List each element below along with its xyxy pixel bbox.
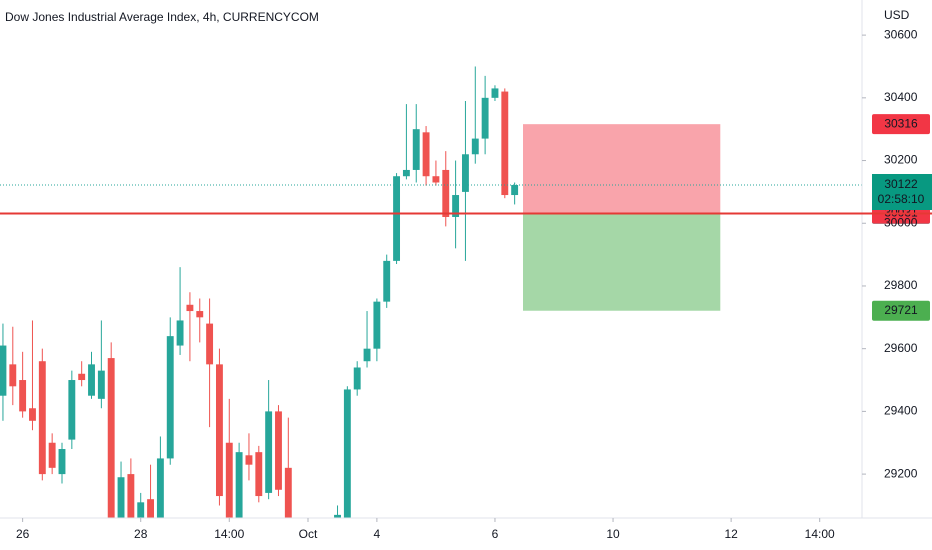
target-label-box bbox=[872, 300, 930, 321]
y-tick-label: 29400 bbox=[884, 404, 918, 418]
candle-body bbox=[88, 364, 95, 396]
x-tick-label: 12 bbox=[724, 527, 738, 541]
candle-body bbox=[137, 502, 145, 518]
candle-body bbox=[156, 458, 164, 518]
candle-body bbox=[481, 97, 489, 139]
candle-body bbox=[97, 370, 105, 399]
candle-body bbox=[68, 380, 76, 440]
x-tick-label: Oct bbox=[299, 527, 318, 541]
x-tick-label: 26 bbox=[16, 527, 30, 541]
candle-body bbox=[491, 88, 499, 98]
candle-body bbox=[0, 345, 7, 396]
candle-body bbox=[334, 514, 341, 518]
candle-body bbox=[393, 176, 401, 261]
candle-body bbox=[78, 373, 86, 381]
candle-body bbox=[363, 348, 371, 362]
y-tick-label: 30600 bbox=[884, 27, 918, 41]
candle-body bbox=[343, 389, 351, 518]
last-price-label: 30122 bbox=[884, 177, 918, 191]
candle-body bbox=[275, 411, 282, 490]
x-tick-label: 14:00 bbox=[214, 527, 244, 541]
candle-body bbox=[225, 442, 233, 518]
x-tick-label: 14:00 bbox=[805, 527, 835, 541]
candle-body bbox=[19, 380, 27, 412]
stop-label-box bbox=[872, 114, 930, 135]
candle-body bbox=[58, 449, 66, 475]
candle-body bbox=[402, 169, 410, 177]
stop-zone bbox=[523, 124, 721, 214]
candle-body bbox=[422, 132, 430, 177]
candle-body bbox=[107, 358, 115, 518]
candle-body bbox=[442, 169, 450, 217]
chart-title: Dow Jones Industrial Average Index, 4h, … bbox=[5, 10, 319, 24]
candle-body bbox=[501, 91, 509, 196]
candle-body bbox=[452, 195, 460, 217]
candle-body bbox=[412, 129, 420, 170]
candle-body bbox=[196, 311, 204, 318]
y-tick-label: 30400 bbox=[884, 90, 918, 104]
plot-area bbox=[0, 66, 862, 518]
candle-body bbox=[511, 185, 519, 196]
candle-body bbox=[461, 154, 469, 192]
x-tick-label: 28 bbox=[134, 527, 148, 541]
x-tick-label: 10 bbox=[606, 527, 620, 541]
x-tick-label: 6 bbox=[492, 527, 499, 541]
candle-body bbox=[235, 452, 243, 518]
candle-body bbox=[215, 364, 223, 497]
candle-body bbox=[186, 304, 194, 312]
candle-body bbox=[471, 138, 479, 155]
x-tick-label: 4 bbox=[374, 527, 381, 541]
candle-body bbox=[48, 442, 56, 468]
candle-body bbox=[127, 474, 135, 518]
y-tick-label: 29600 bbox=[884, 341, 918, 355]
candle-body bbox=[432, 176, 440, 183]
y-tick-label: 30000 bbox=[884, 215, 918, 229]
candle-body bbox=[38, 361, 46, 475]
candle-body bbox=[9, 364, 17, 387]
target-zone bbox=[523, 213, 721, 311]
target-label: 29721 bbox=[884, 303, 918, 317]
candle-body bbox=[284, 467, 292, 518]
candle-body bbox=[353, 367, 361, 390]
candle-body bbox=[255, 452, 263, 497]
last-price-box bbox=[872, 174, 932, 210]
candle-body bbox=[117, 477, 125, 518]
candle-body bbox=[176, 320, 184, 346]
candle-body bbox=[147, 499, 154, 518]
candle-body bbox=[245, 455, 253, 465]
candle-body bbox=[265, 411, 273, 493]
y-tick-label: 29200 bbox=[884, 466, 918, 480]
stop-label: 30316 bbox=[884, 116, 918, 130]
candle-body bbox=[373, 301, 381, 349]
candle-body bbox=[166, 336, 174, 459]
candle-body bbox=[383, 260, 391, 302]
countdown: 02:58:10 bbox=[878, 192, 925, 206]
y-tick-label: 30200 bbox=[884, 153, 918, 167]
candle-body bbox=[206, 323, 214, 365]
y-tick-label: 29800 bbox=[884, 278, 918, 292]
candle-body bbox=[29, 408, 36, 421]
currency: USD bbox=[884, 8, 910, 22]
